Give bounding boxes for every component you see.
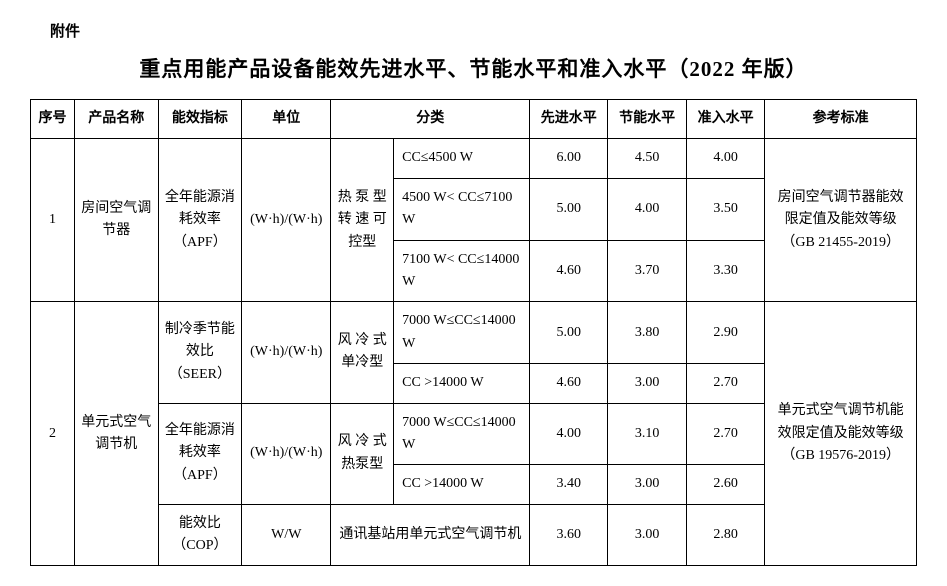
cell-adv: 3.40: [530, 465, 608, 504]
cell-entry: 2.60: [686, 465, 764, 504]
cell-adv: 5.00: [530, 302, 608, 364]
cell-cat2: 7000 W≤CC≤14000 W: [394, 302, 530, 364]
cell-es: 3.70: [608, 240, 686, 302]
cell-metric: 全年能源消耗效率（APF）: [158, 139, 242, 302]
cell-standard: 单元式空气调节机能效限定值及能效等级（GB 19576-2019）: [765, 302, 917, 566]
cell-adv: 4.00: [530, 403, 608, 465]
cell-cat-merged: 通讯基站用单元式空气调节机: [331, 504, 530, 566]
cell-cat1: 风 冷 式单冷型: [331, 302, 394, 403]
cell-metric: 能效比（COP）: [158, 504, 242, 566]
cell-es: 4.00: [608, 178, 686, 240]
cell-seq: 1: [31, 139, 75, 302]
cell-adv: 4.60: [530, 240, 608, 302]
cell-entry: 2.70: [686, 364, 764, 403]
cell-cat2: 7100 W< CC≤14000 W: [394, 240, 530, 302]
col-standard: 参考标准: [765, 100, 917, 139]
cell-seq: 2: [31, 302, 75, 566]
cell-cat2: 4500 W< CC≤7100 W: [394, 178, 530, 240]
table-row: 2 单元式空气调节机 制冷季节能效比（SEER） (W·h)/(W·h) 风 冷…: [31, 302, 917, 364]
cell-cat2: CC >14000 W: [394, 465, 530, 504]
cell-es: 3.00: [608, 504, 686, 566]
cell-adv: 3.60: [530, 504, 608, 566]
col-metric: 能效指标: [158, 100, 242, 139]
cell-entry: 4.00: [686, 139, 764, 178]
cell-entry: 2.90: [686, 302, 764, 364]
table-header-row: 序号 产品名称 能效指标 单位 分类 先进水平 节能水平 准入水平 参考标准: [31, 100, 917, 139]
cell-entry: 2.70: [686, 403, 764, 465]
cell-adv: 6.00: [530, 139, 608, 178]
cell-cat2: CC≤4500 W: [394, 139, 530, 178]
page-title: 重点用能产品设备能效先进水平、节能水平和准入水平（2022 年版）: [30, 53, 917, 83]
cell-metric: 制冷季节能效比（SEER）: [158, 302, 242, 403]
col-unit: 单位: [242, 100, 331, 139]
cell-entry: 3.30: [686, 240, 764, 302]
cell-unit: (W·h)/(W·h): [242, 302, 331, 403]
cell-adv: 5.00: [530, 178, 608, 240]
cell-es: 3.10: [608, 403, 686, 465]
efficiency-table: 序号 产品名称 能效指标 单位 分类 先进水平 节能水平 准入水平 参考标准 1…: [30, 99, 917, 566]
cell-product: 房间空气调节器: [74, 139, 158, 302]
cell-cat1: 热 泵 型转 速 可控型: [331, 139, 394, 302]
cell-product: 单元式空气调节机: [74, 302, 158, 566]
col-energy-saving: 节能水平: [608, 100, 686, 139]
cell-unit: (W·h)/(W·h): [242, 403, 331, 504]
cell-standard: 房间空气调节器能效限定值及能效等级（GB 21455-2019）: [765, 139, 917, 302]
col-product: 产品名称: [74, 100, 158, 139]
cell-adv: 4.60: [530, 364, 608, 403]
cell-metric: 全年能源消耗效率（APF）: [158, 403, 242, 504]
col-entry: 准入水平: [686, 100, 764, 139]
col-advanced: 先进水平: [530, 100, 608, 139]
cell-es: 3.80: [608, 302, 686, 364]
cell-cat1: 风 冷 式热泵型: [331, 403, 394, 504]
cell-unit: (W·h)/(W·h): [242, 139, 331, 302]
cell-unit: W/W: [242, 504, 331, 566]
attachment-label: 附件: [50, 20, 917, 41]
cell-cat2: CC >14000 W: [394, 364, 530, 403]
col-category: 分类: [331, 100, 530, 139]
cell-es: 4.50: [608, 139, 686, 178]
cell-entry: 2.80: [686, 504, 764, 566]
cell-cat2: 7000 W≤CC≤14000 W: [394, 403, 530, 465]
cell-es: 3.00: [608, 364, 686, 403]
cell-es: 3.00: [608, 465, 686, 504]
col-seq: 序号: [31, 100, 75, 139]
table-row: 1 房间空气调节器 全年能源消耗效率（APF） (W·h)/(W·h) 热 泵 …: [31, 139, 917, 178]
cell-entry: 3.50: [686, 178, 764, 240]
